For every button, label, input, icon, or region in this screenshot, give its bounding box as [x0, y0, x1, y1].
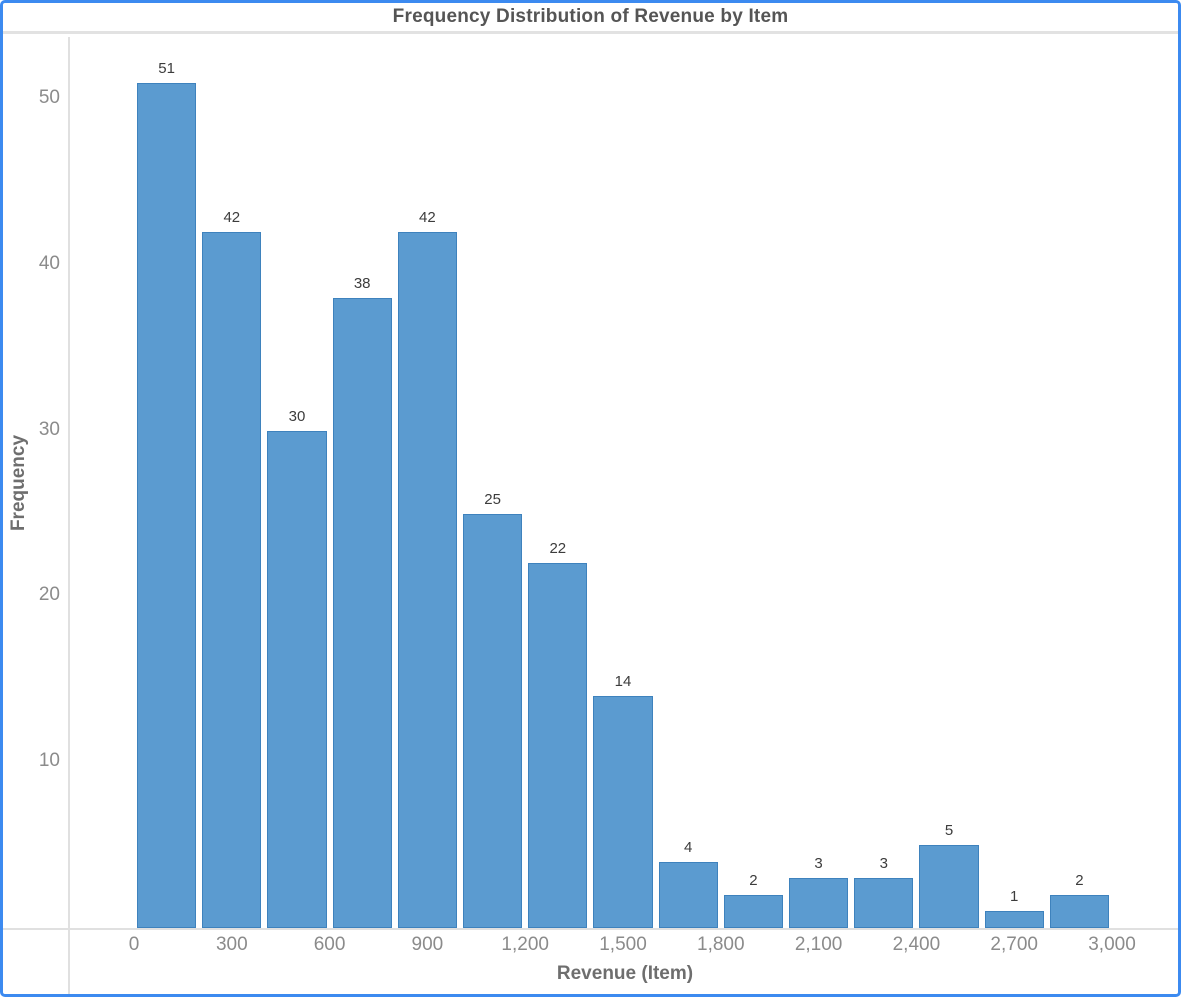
bar-value-label: 22 — [549, 540, 567, 558]
x-axis-label: Revenue (Item) — [556, 963, 694, 984]
y-axis-line — [68, 37, 70, 994]
y-axis-label: Frequency — [8, 434, 29, 532]
y-tick-label: 40 — [38, 253, 60, 275]
y-tick-label: 30 — [38, 418, 60, 440]
x-tick-label: 3,000 — [1088, 934, 1136, 955]
bar-value-label: 3 — [814, 855, 823, 873]
bar-value-label: 2 — [749, 871, 758, 889]
y-tick-label: 10 — [38, 750, 60, 772]
x-tick-label: 1,800 — [697, 934, 745, 955]
bar-value-label: 5 — [944, 822, 954, 840]
y-tick-label: 20 — [38, 584, 60, 606]
bar-value-label: 25 — [484, 490, 501, 508]
bar-value-label: 4 — [684, 838, 693, 856]
bar[interactable] — [332, 298, 392, 928]
x-tick-label: 600 — [313, 934, 346, 955]
x-tick-label: 300 — [215, 934, 248, 955]
x-tick-label: 900 — [411, 934, 444, 955]
x-tick-label: 2,400 — [892, 934, 941, 955]
bar-value-label: 51 — [158, 59, 175, 77]
bar[interactable] — [528, 563, 588, 928]
plot-area: Frequency Revenue (Item) 10 20 30 40 50 0 300… — [3, 37, 1178, 994]
bar[interactable] — [658, 861, 718, 928]
x-tick-label: 1,500 — [599, 934, 647, 955]
bar[interactable] — [202, 231, 262, 928]
x-tick-label: 0 — [128, 934, 140, 955]
x-tick-label: 1,200 — [501, 934, 549, 955]
y-tick-label: 50 — [38, 87, 60, 109]
bar-value-label: 1 — [1010, 888, 1019, 906]
bar-value-label: 30 — [288, 407, 306, 425]
chart-title-bar: Frequency Distribution of Revenue by Ite… — [3, 3, 1178, 34]
bar[interactable] — [397, 231, 457, 928]
x-tick-label: 2,100 — [794, 934, 843, 955]
bar[interactable] — [723, 894, 783, 928]
x-axis-line — [3, 928, 1178, 930]
bar[interactable] — [1049, 894, 1109, 928]
bar[interactable] — [854, 878, 914, 928]
bar[interactable] — [984, 911, 1044, 928]
bar[interactable] — [463, 513, 523, 928]
bar[interactable] — [267, 430, 327, 928]
bar-value-label: 42 — [419, 208, 436, 226]
bar-value-label: 2 — [1075, 871, 1084, 889]
bar[interactable] — [789, 878, 849, 928]
bar[interactable] — [593, 695, 653, 928]
x-tick-label: 2,700 — [990, 934, 1038, 955]
chart-title: Frequency Distribution of Revenue by Ite… — [392, 6, 789, 27]
bar-value-label: 42 — [223, 208, 241, 226]
bar[interactable] — [919, 845, 979, 928]
bar-value-label: 38 — [353, 275, 371, 293]
bar-value-label: 3 — [879, 855, 888, 873]
bar-value-label: 14 — [614, 672, 632, 690]
bar[interactable] — [137, 82, 197, 928]
